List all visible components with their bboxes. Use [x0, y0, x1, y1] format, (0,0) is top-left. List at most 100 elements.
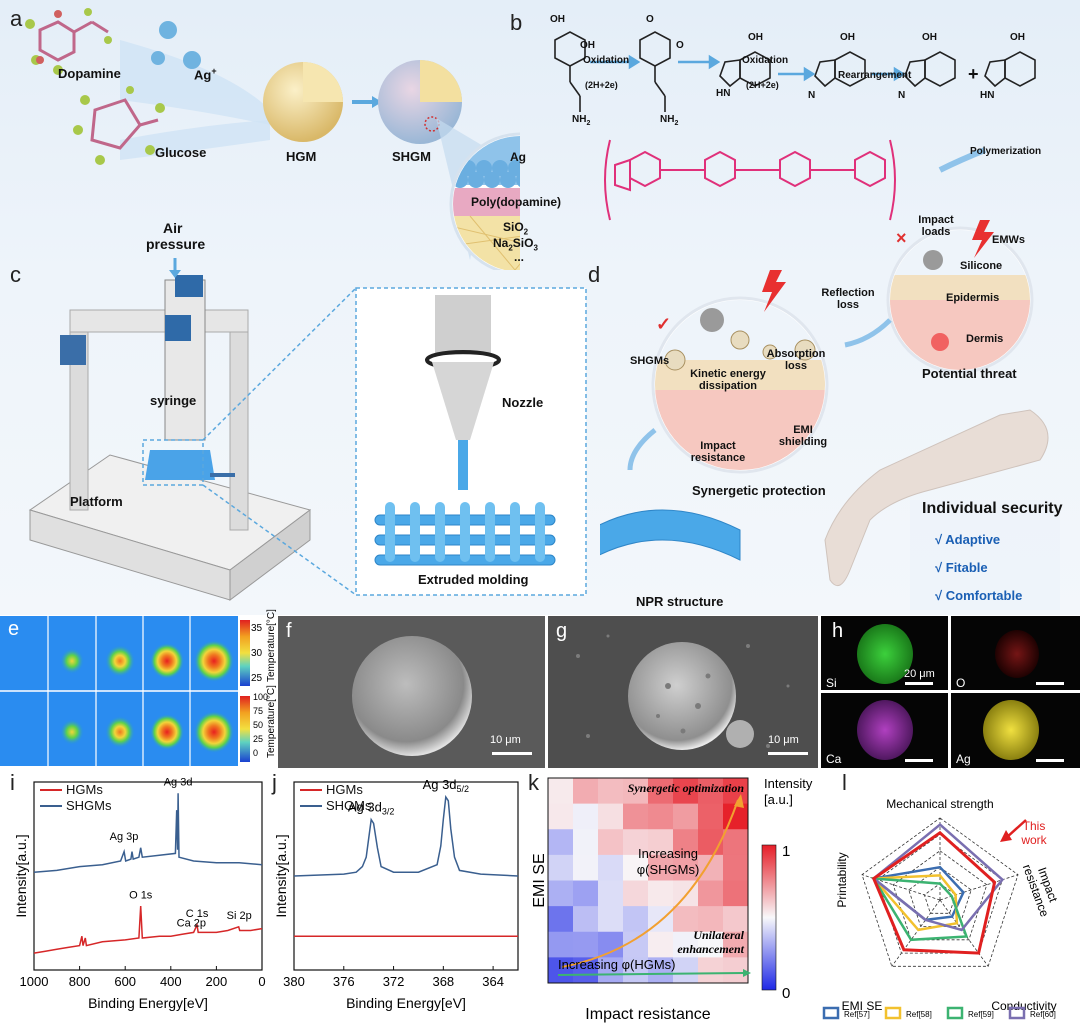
legend-label-ref-60-: Ref[60] — [1030, 1010, 1056, 1019]
colorbar-title-line2: [a.u.] — [764, 792, 793, 807]
dermis-label: Dermis — [966, 333, 1004, 345]
heatmap-cell — [598, 931, 624, 958]
panel-e-thermal — [0, 616, 250, 766]
heatmap-cell — [623, 880, 649, 907]
dhi2-oh: OH — [1010, 32, 1025, 43]
heatmap-cell — [648, 880, 674, 907]
legend-label-hgms: HGMs — [326, 782, 363, 797]
series-hgms-line — [33, 906, 263, 954]
heatmap-cell — [723, 854, 749, 881]
radar-axis-label-printability: Printability — [835, 852, 849, 907]
radar-grid-ring — [877, 833, 1003, 954]
heatmap-cell — [573, 906, 599, 933]
heatmap-cell — [723, 829, 749, 856]
shgm-label: SHGM — [392, 149, 431, 164]
heatmap-cell — [673, 931, 699, 958]
panel-label-c: c — [10, 262, 21, 287]
polymerization-label: Polymerization — [970, 146, 1042, 157]
peak-label: Si 2p — [227, 910, 252, 922]
peak-label: Ca 2p — [177, 918, 206, 930]
chart-j-xps-ag3d: 380 376 372 368 364 Binding Energy[eV] Intensi… — [273, 777, 519, 1011]
eds-o-label: O — [956, 676, 966, 690]
radar-axis-label-emi: EMI SE — [842, 999, 883, 1013]
annot-unilateral-line2: enhancement — [677, 942, 744, 956]
panel-h-eds — [821, 616, 1080, 768]
glucose-label: Glucose — [155, 145, 207, 160]
legend-swatch-ref-60- — [1008, 1006, 1026, 1020]
heatmap-cell — [598, 854, 624, 881]
dhi2-hn: HN — [980, 90, 995, 101]
legend-label-shgms: SHGMs — [66, 798, 112, 813]
chart-k-heatmap: Intensity[a.u.] 1 0 Synergetic optimization… — [531, 776, 813, 1023]
eds-scale-text: 20 μm — [904, 668, 935, 680]
dopamine-molecule-icon — [38, 20, 109, 62]
panel-label-j: j — [272, 770, 277, 795]
colorbar1-ticks: 35 30 25 — [251, 616, 262, 691]
radar-grid-ring — [861, 817, 1019, 967]
radar-series-ref-59- — [871, 877, 969, 942]
panel-f-sem — [278, 616, 545, 768]
colorbar2-title: Temperature[°C] — [266, 685, 277, 758]
series-shgms-line — [33, 793, 263, 873]
colorbar-tick-1: 1 — [782, 843, 790, 860]
plus-sign: + — [968, 64, 979, 84]
heatmap-cell — [673, 957, 699, 984]
adaptive-label: √ Adaptive — [935, 532, 1001, 547]
emi-shielding-label: EMI shielding — [778, 424, 828, 448]
this-work-label-1: This — [1023, 819, 1046, 833]
panel-label-h: h — [832, 620, 844, 642]
heatmap-cell — [548, 957, 574, 984]
peak-label: Ag 3p — [110, 831, 139, 843]
leuko-hn: HN — [716, 88, 731, 99]
panel-label-d: d — [588, 262, 601, 287]
absorption-loss-label: Absorption loss — [766, 348, 826, 372]
colorbar-tick-0: 0 — [782, 985, 790, 1002]
ag-ion-icon — [159, 21, 177, 39]
this-work-arrowhead — [1000, 830, 1012, 842]
panel-label-a: a — [10, 6, 23, 31]
panel-f-scale-text: 10 μm — [490, 734, 521, 746]
series-shgms-line — [293, 794, 519, 877]
heatmap-cell — [548, 906, 574, 933]
heatmap-frame — [547, 777, 749, 984]
heatmap-cell — [598, 829, 624, 856]
heatmap-cell — [648, 829, 674, 856]
panel-a-graphic — [25, 8, 520, 270]
legend-label-ref-57-: Ref[57] — [844, 1010, 870, 1019]
unilateral-arrowhead — [743, 969, 751, 977]
annot-increasing-line1: Increasing — [638, 846, 698, 861]
potential-threat-label: Potential threat — [922, 366, 1017, 381]
heatmap-cell — [573, 803, 599, 830]
pressure-label: pressure — [146, 236, 206, 252]
eds-si-label: Si — [826, 676, 837, 690]
heatmap-cell — [548, 931, 574, 958]
radar-series-ref-57- — [870, 865, 965, 922]
heatmap-cell — [548, 778, 574, 805]
heatmap-cell — [648, 803, 674, 830]
heatmap-cell — [723, 931, 749, 958]
legend-swatch-ref-58- — [884, 1006, 902, 1020]
cb1-tick-25: 25 — [251, 673, 263, 684]
heatmap-cell — [623, 854, 649, 881]
dhi-oh: OH — [922, 32, 937, 43]
panel-label-l: l — [842, 770, 847, 795]
heatmap-cell — [723, 906, 749, 933]
panel-f-scalebar — [492, 752, 532, 755]
heatmap-cell — [598, 906, 624, 933]
emws-label: EMWs — [992, 234, 1025, 246]
panel-g-scalebar — [768, 752, 808, 755]
y-axis-label: Intensity[a.u.] — [13, 834, 29, 917]
cb2-tick-75: 75 — [253, 706, 264, 716]
legend-label-ref-59-: Ref[59] — [968, 1010, 994, 1019]
heatmap-cell — [648, 931, 674, 958]
legend-label-hgms: HGMs — [66, 782, 103, 797]
epidermis-label: Epidermis — [946, 292, 1000, 304]
heatmap-cell — [623, 906, 649, 933]
peak-label-ag3d52: Ag 3d5/2 — [423, 777, 470, 794]
heatmap-cell — [548, 803, 574, 830]
heatmap-cell — [623, 829, 649, 856]
panel-g-sem — [548, 616, 818, 768]
x-axis-label: Binding Energy[eV] — [88, 995, 208, 1011]
peak-sub-32: 3/2 — [382, 807, 395, 817]
x-tick-label: 0 — [258, 974, 265, 989]
